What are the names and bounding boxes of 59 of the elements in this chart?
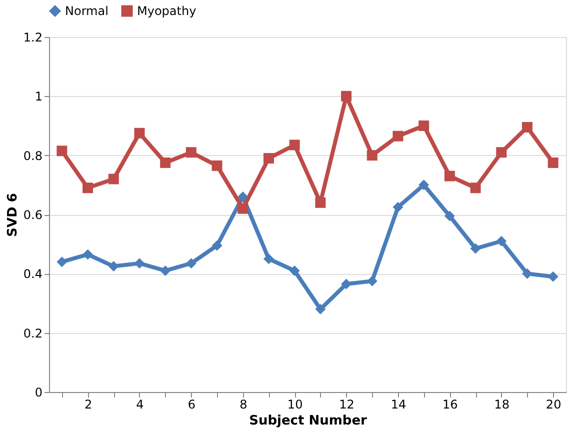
y-tick-label: 0.2 <box>23 326 42 340</box>
x-tick-label: 10 <box>287 398 303 412</box>
point <box>496 236 507 246</box>
point <box>238 203 248 214</box>
point <box>134 128 145 138</box>
point <box>186 147 196 158</box>
x-axis-title: Subject Number <box>249 414 368 428</box>
point <box>263 153 274 164</box>
y-tick-label: 0.6 <box>23 208 42 222</box>
point <box>160 265 171 276</box>
legend-label: Myopathy <box>137 4 196 18</box>
x-tick-label: 12 <box>339 398 354 412</box>
point <box>496 147 507 158</box>
point <box>82 182 94 194</box>
point <box>289 140 300 150</box>
point <box>341 90 352 102</box>
y-tick-label: 0.4 <box>23 267 42 282</box>
x-tick-label: 8 <box>240 398 248 412</box>
point <box>186 258 196 269</box>
point <box>238 192 248 202</box>
point <box>212 240 222 251</box>
legend-label: Normal <box>65 4 108 18</box>
point <box>418 180 430 190</box>
point <box>212 160 222 171</box>
point <box>444 170 455 182</box>
point <box>470 243 481 254</box>
point <box>418 120 430 131</box>
y-axis-title: SVD 6 <box>5 193 20 237</box>
point <box>160 157 171 168</box>
y-tick-label: 1.2 <box>23 30 42 44</box>
point <box>82 249 94 260</box>
point <box>444 210 455 222</box>
x-tick-label: 6 <box>188 398 196 412</box>
point <box>315 304 326 314</box>
y-tick-label: 0 <box>34 386 42 400</box>
point <box>392 202 404 212</box>
x-tick-label: 20 <box>546 398 562 412</box>
point <box>56 256 68 268</box>
point <box>108 174 119 184</box>
point <box>108 261 119 272</box>
point <box>522 122 532 132</box>
point <box>548 271 558 282</box>
point <box>263 254 274 264</box>
point <box>392 130 404 142</box>
point <box>366 150 378 161</box>
x-tick-label: 2 <box>84 398 92 412</box>
point <box>56 146 68 156</box>
y-tick-label: 0.8 <box>23 148 42 163</box>
x-tick-label: 16 <box>442 398 458 412</box>
x-tick-label: 4 <box>136 398 144 412</box>
point <box>548 157 558 168</box>
x-tick-label: 18 <box>494 398 510 412</box>
point <box>289 265 300 276</box>
x-tick-label: 14 <box>390 398 406 412</box>
point <box>522 268 532 279</box>
y-tick-label: 1 <box>34 90 42 104</box>
point <box>134 258 145 269</box>
point <box>470 182 481 194</box>
point <box>315 197 326 208</box>
